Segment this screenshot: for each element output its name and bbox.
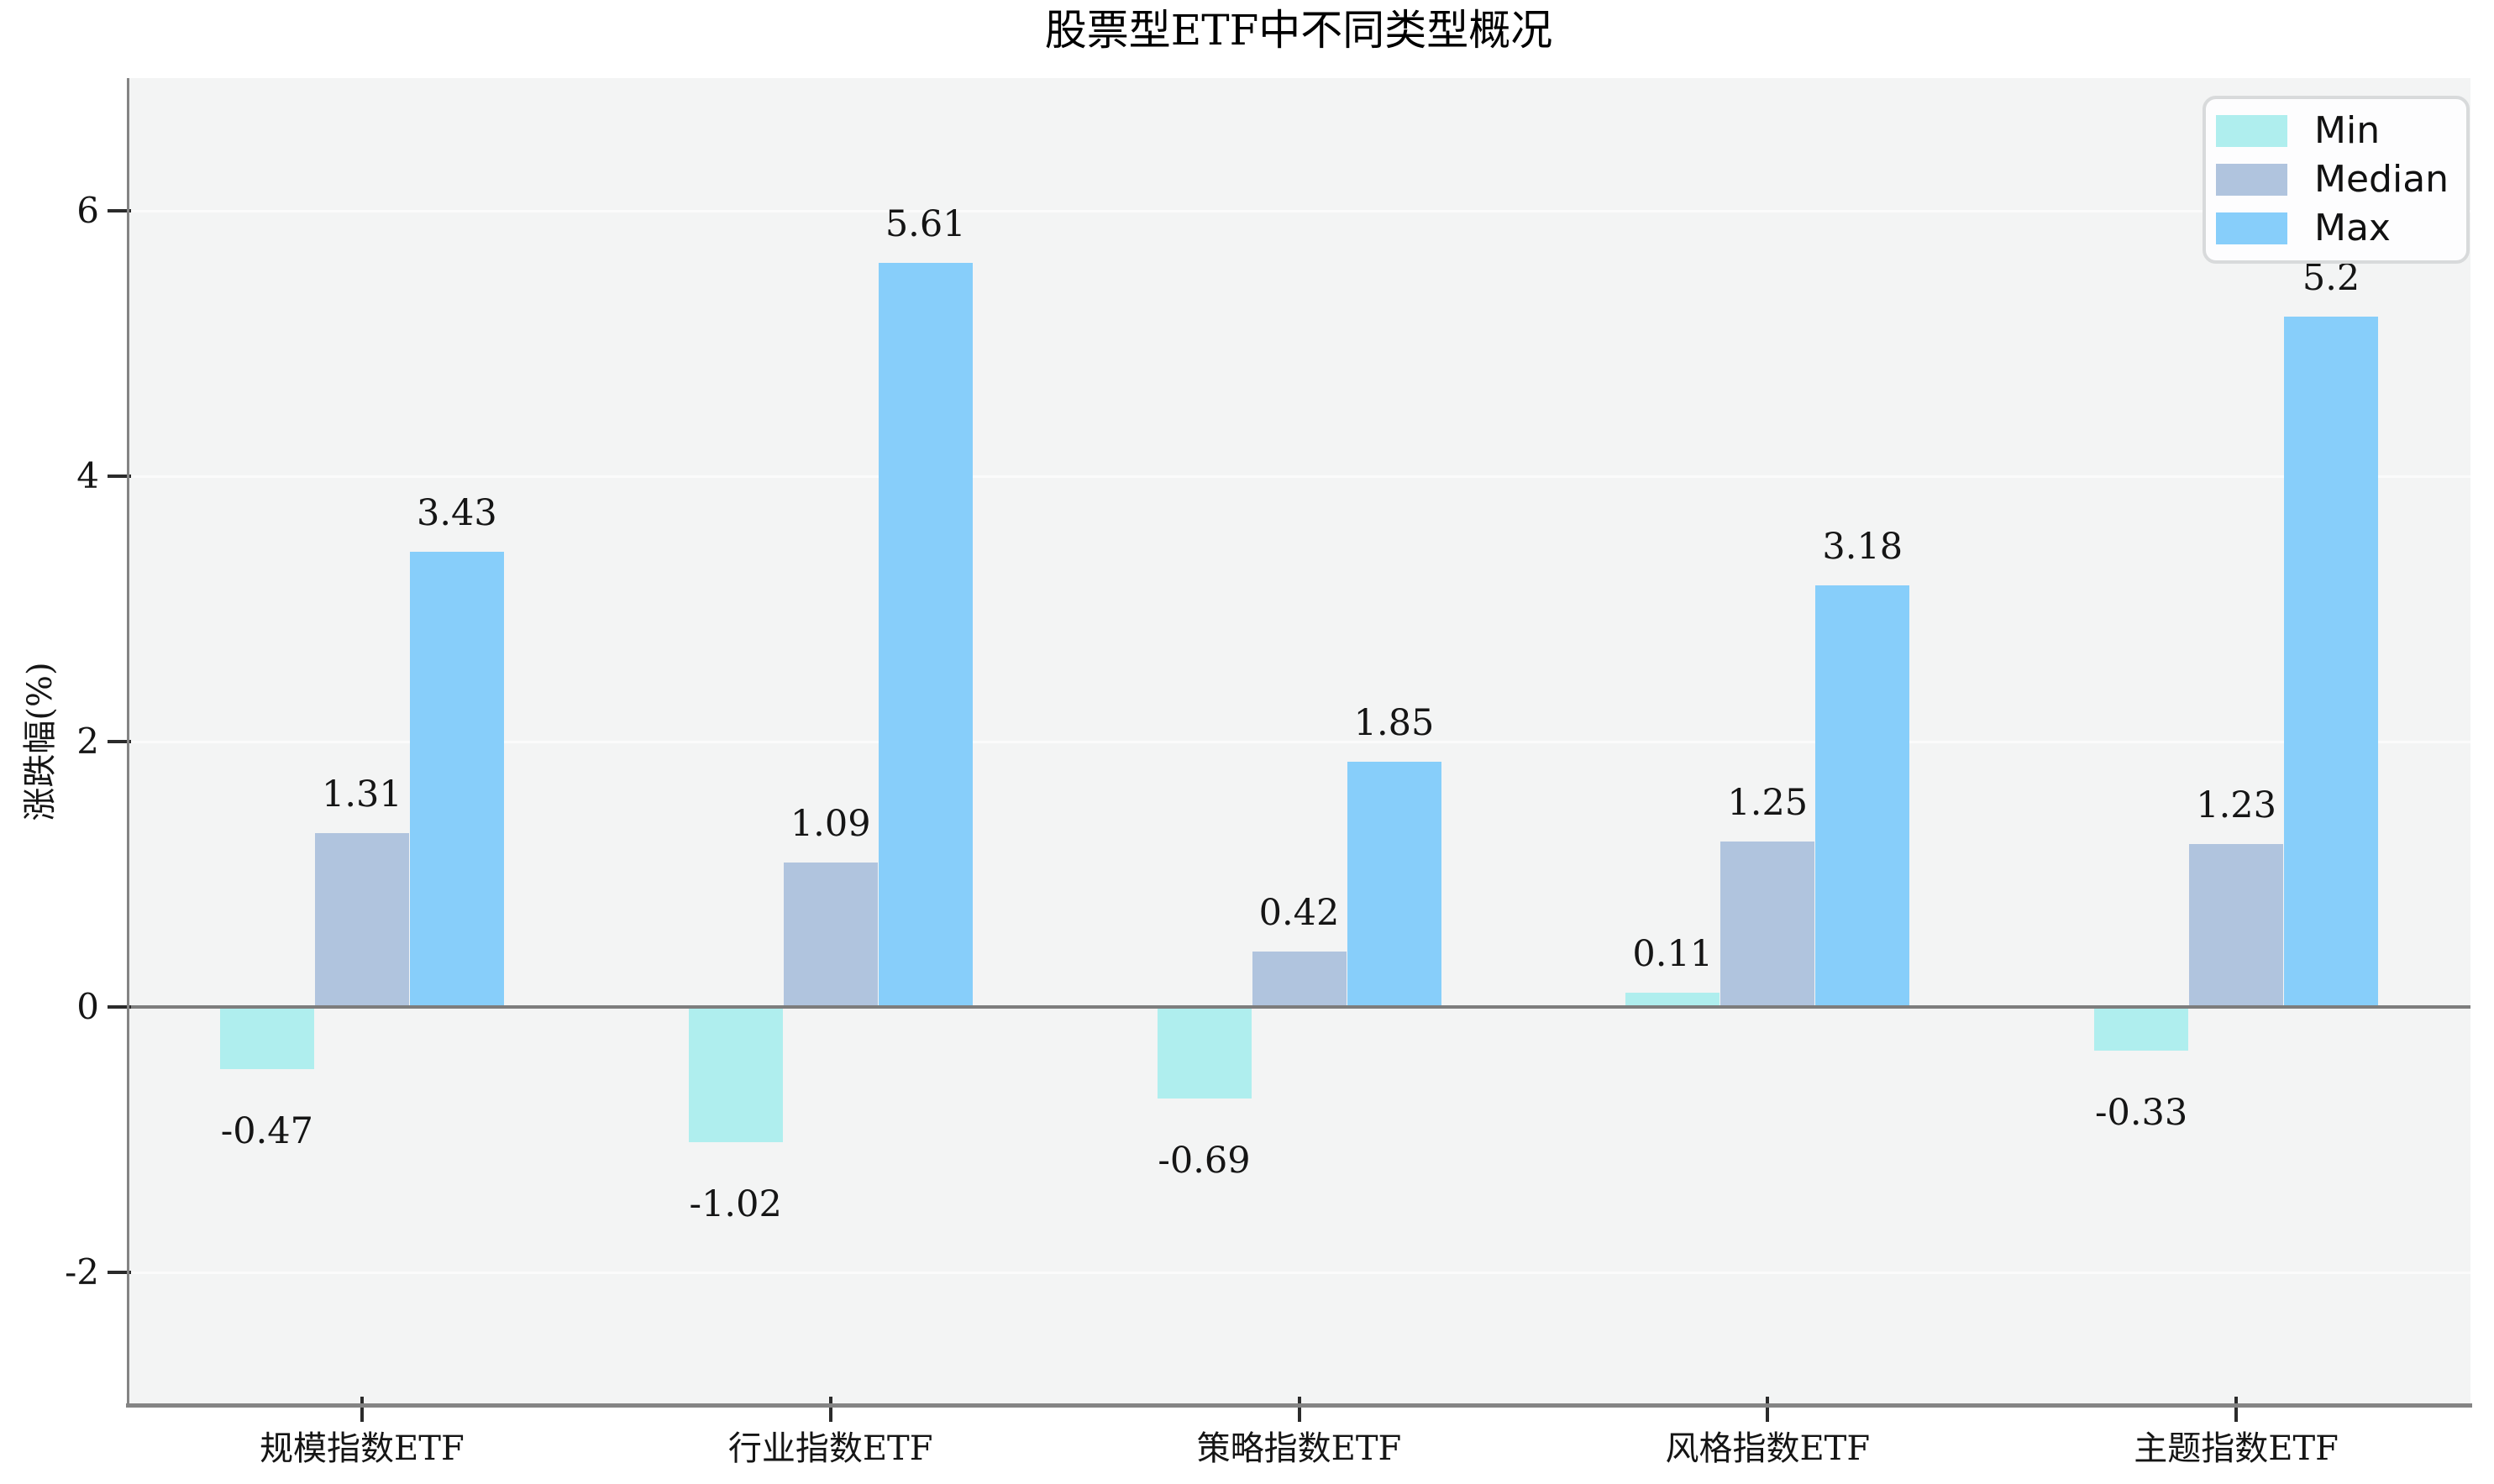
- x-category-label: 主题指数ETF: [2134, 1429, 2339, 1468]
- bar-value-label: 1.25: [1727, 781, 1809, 824]
- gridline: [128, 740, 2470, 743]
- bar-min: [688, 1007, 783, 1143]
- x-category-label: 风格指数ETF: [1665, 1429, 1871, 1468]
- y-tick-label: 0: [76, 986, 99, 1027]
- legend-swatch-median: [2216, 164, 2287, 196]
- legend-label: Max: [2314, 207, 2391, 249]
- bar-median: [1720, 841, 1815, 1007]
- gridline: [128, 1271, 2470, 1274]
- x-category-label: 策略指数ETF: [1196, 1429, 1402, 1468]
- bar-median: [2189, 843, 2284, 1007]
- bar-value-label: 0.42: [1258, 891, 1340, 934]
- y-tick-label: 4: [76, 455, 99, 496]
- x-tick-mark: [828, 1397, 832, 1422]
- bar-median: [1252, 951, 1347, 1007]
- y-tick-mark: [108, 740, 131, 743]
- bar-min: [1157, 1007, 1252, 1099]
- bar-value-label: -1.02: [689, 1183, 782, 1226]
- y-tick-label: -2: [65, 1251, 99, 1293]
- bar-max: [878, 262, 973, 1007]
- x-category-label: 规模指数ETF: [260, 1429, 465, 1468]
- bar-value-label: 1.31: [322, 773, 402, 816]
- legend-label: Median: [2314, 158, 2449, 201]
- x-category-label: 行业指数ETF: [727, 1429, 933, 1468]
- legend-swatch-min: [2216, 115, 2287, 147]
- bar-value-label: 0.11: [1632, 932, 1714, 975]
- bar-value-label: -0.69: [1158, 1140, 1251, 1182]
- zero-line: [128, 1005, 2470, 1009]
- bar-value-label: 5.61: [885, 202, 966, 245]
- y-tick-label: 2: [76, 721, 99, 762]
- y-tick-label: 6: [76, 190, 99, 231]
- y-tick-mark: [108, 1005, 131, 1009]
- y-tick-mark: [108, 1271, 131, 1274]
- legend-item-min: Min: [2216, 111, 2466, 151]
- gridline: [128, 209, 2470, 212]
- legend-item-max: Max: [2216, 208, 2466, 249]
- legend-label: Min: [2314, 109, 2381, 152]
- bar-value-label: 3.43: [417, 492, 497, 535]
- y-tick-mark: [108, 475, 131, 478]
- y-axis-label: 涨跌幅(%): [21, 662, 60, 821]
- bar-median: [314, 833, 409, 1007]
- bar-min: [2094, 1007, 2189, 1051]
- bar-median: [783, 862, 878, 1007]
- bar-value-label: 1.09: [790, 802, 871, 845]
- bar-max: [409, 552, 504, 1007]
- bar-max: [2284, 317, 2379, 1007]
- bar-value-label: -0.47: [220, 1110, 314, 1153]
- y-axis-spine: [127, 78, 129, 1405]
- bar-value-label: -0.33: [2094, 1092, 2188, 1135]
- bar-value-label: 3.18: [1822, 525, 1903, 568]
- bar-max: [1815, 585, 1910, 1007]
- x-axis-spine: [126, 1403, 2472, 1408]
- x-tick-mark: [1766, 1397, 1770, 1422]
- chart-title: 股票型ETF中不同类型概况: [1044, 6, 1553, 55]
- bar-value-label: 5.2: [2302, 257, 2360, 300]
- bar-value-label: 1.85: [1353, 701, 1435, 744]
- y-tick-mark: [108, 209, 131, 212]
- bar-min: [1625, 992, 1720, 1007]
- legend: Min Median Max: [2203, 96, 2470, 264]
- x-tick-mark: [2234, 1397, 2239, 1422]
- x-tick-mark: [360, 1397, 364, 1422]
- bar-value-label: 1.23: [2196, 784, 2276, 826]
- legend-swatch-max: [2216, 212, 2287, 244]
- gridline: [128, 475, 2470, 478]
- x-tick-mark: [1297, 1397, 1301, 1422]
- bar-max: [1347, 761, 1441, 1007]
- bar-min: [219, 1007, 314, 1070]
- legend-item-median: Median: [2216, 160, 2466, 200]
